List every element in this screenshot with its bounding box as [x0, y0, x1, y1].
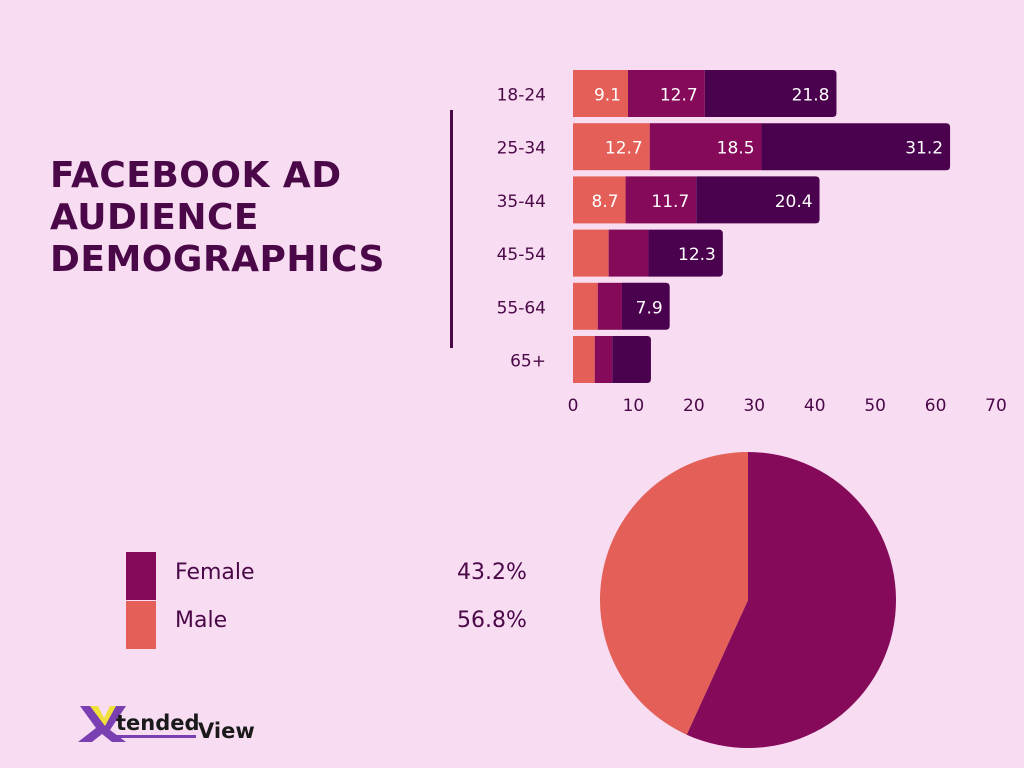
title-line: FACEBOOK AD — [50, 155, 342, 196]
bar-value-label: 18.5 — [717, 139, 755, 159]
bar-value-label: 7.9 — [636, 298, 663, 318]
logo-text: View — [198, 719, 255, 743]
pie-slice — [599, 452, 748, 735]
bar-segment — [594, 336, 613, 383]
legend-swatch-female — [126, 552, 156, 600]
x-tick-label: 50 — [864, 396, 886, 416]
bar-segment — [612, 336, 651, 383]
title-line: DEMOGRAPHICS — [50, 239, 385, 280]
legend-label-male: Male — [175, 608, 228, 633]
bar-segment — [649, 123, 762, 171]
bar-segment — [761, 123, 951, 171]
bar-value-label: 12.7 — [605, 139, 643, 159]
xtendedview-logo: tended View — [78, 702, 268, 748]
bar-value-label: 9.1 — [594, 86, 621, 106]
legend-value-male: 56.8% — [457, 608, 527, 633]
category-label: 55-64 — [497, 298, 546, 318]
bar-segment — [627, 70, 705, 117]
legend-label-female: Female — [175, 560, 255, 585]
x-tick-label: 40 — [804, 396, 826, 416]
bar-segment — [573, 282, 598, 330]
bar-value-label: 21.8 — [792, 86, 830, 106]
category-label: 18-24 — [497, 86, 546, 106]
bar-segment — [648, 229, 723, 277]
bar-segment — [597, 282, 622, 330]
page-title: FACEBOOK AD AUDIENCE DEMOGRAPHICS — [50, 155, 430, 281]
title-line: AUDIENCE — [50, 197, 259, 238]
bar-value-label: 12.3 — [678, 245, 716, 265]
title-divider — [450, 110, 453, 348]
x-tick-label: 30 — [743, 396, 765, 416]
category-label: 65+ — [510, 352, 546, 372]
x-tick-label: 60 — [925, 396, 947, 416]
bar-segment — [573, 70, 628, 117]
bar-value-label: 11.7 — [651, 192, 689, 212]
bar-segment — [573, 123, 650, 171]
bar-segment — [696, 176, 820, 224]
bar-segment — [608, 229, 649, 277]
bar-segment — [573, 229, 609, 277]
x-tick-label: 0 — [568, 396, 579, 416]
bar-segment — [573, 336, 595, 383]
legend-swatch-male — [126, 601, 156, 649]
bar-value-label: 12.7 — [660, 86, 698, 106]
bar-segment — [625, 176, 697, 224]
bar-value-label: 31.2 — [905, 139, 943, 159]
logo-mark: tended View — [78, 706, 255, 743]
bar-segment — [704, 70, 837, 117]
logo-text: tended — [116, 711, 200, 735]
category-label: 35-44 — [497, 192, 546, 212]
bar-segment — [621, 282, 670, 330]
x-tick-label: 70 — [985, 396, 1007, 416]
bar-value-label: 20.4 — [775, 192, 813, 212]
category-label: 25-34 — [497, 139, 546, 159]
bar-value-label: 8.7 — [592, 192, 619, 212]
legend-value-female: 43.2% — [457, 560, 527, 585]
x-tick-label: 10 — [623, 396, 645, 416]
x-tick-label: 20 — [683, 396, 705, 416]
category-label: 45-54 — [497, 245, 546, 265]
pie-slice — [686, 452, 897, 748]
bar-segment — [573, 176, 626, 224]
